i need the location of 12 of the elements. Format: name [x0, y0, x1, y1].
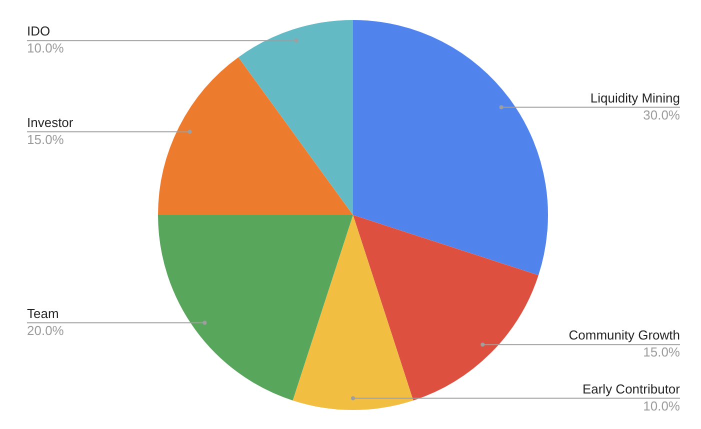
slice-label: Early Contributor	[582, 381, 681, 396]
data-label: 20.0%	[27, 322, 64, 338]
data-label: 10.0%	[643, 398, 680, 414]
slice-label: Liquidity Mining	[590, 90, 680, 106]
data-label: 30.0%	[643, 107, 680, 122]
slice-label: IDO	[27, 24, 50, 39]
data-label: 10.0%	[27, 40, 64, 56]
slice-label: Community Growth	[568, 328, 680, 343]
data-label: 15.0%	[643, 344, 680, 360]
slice-label: Investor	[27, 114, 74, 130]
slice-label: Team	[27, 306, 59, 321]
data-label: 15.0%	[27, 132, 64, 147]
